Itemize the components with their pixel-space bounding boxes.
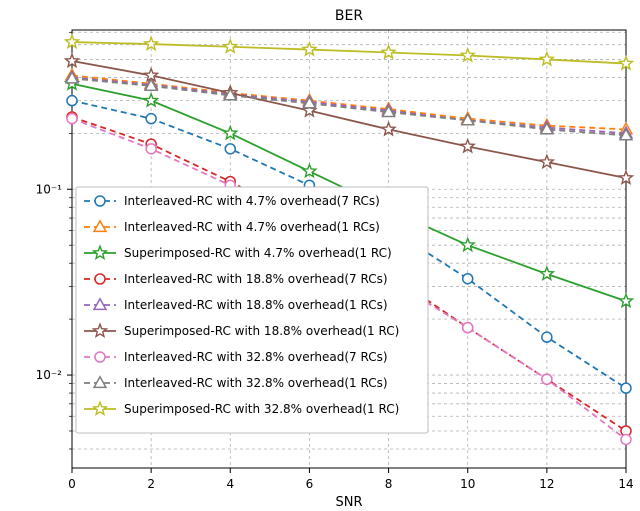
x-tick-label: 4 <box>226 477 234 491</box>
y-tick-label: 10⁻¹ <box>36 182 63 196</box>
legend-label: Superimposed-RC with 32.8% overhead(1 RC… <box>124 402 399 416</box>
x-axis-label: SNR <box>335 495 362 510</box>
x-tick-label: 6 <box>306 477 314 491</box>
legend-label: Interleaved-RC with 18.8% overhead(1 RCs… <box>124 298 388 312</box>
chart-title: BER <box>335 8 363 24</box>
x-tick-label: 8 <box>385 477 393 491</box>
legend: Interleaved-RC with 4.7% overhead(7 RCs)… <box>76 187 428 433</box>
y-tick-label: 10⁻² <box>36 368 63 382</box>
legend-label: Superimposed-RC with 18.8% overhead(1 RC… <box>124 324 399 338</box>
ber-chart: 0 2 4 6 8 10 12 14 10⁻² 10⁻¹ SNR BER Interleaved-RC … <box>0 0 640 511</box>
legend-label: Superimposed-RC with 4.7% overhead(1 RC) <box>124 246 392 260</box>
x-tick-label: 14 <box>618 477 633 491</box>
legend-label: Interleaved-RC with 18.8% overhead(7 RCs… <box>124 272 388 286</box>
legend-label: Interleaved-RC with 32.8% overhead(7 RCs… <box>124 350 388 364</box>
series <box>66 72 632 140</box>
series <box>66 35 633 69</box>
legend-label: Interleaved-RC with 32.8% overhead(1 RCs… <box>124 376 388 390</box>
x-tick-label: 0 <box>68 477 76 491</box>
x-tick-label: 2 <box>147 477 155 491</box>
chart-svg: 0 2 4 6 8 10 12 14 10⁻² 10⁻¹ SNR BER Interleaved-RC … <box>0 0 640 511</box>
x-tick-label: 12 <box>539 477 554 491</box>
x-tick-label: 10 <box>460 477 475 491</box>
legend-label: Interleaved-RC with 4.7% overhead(1 RCs) <box>124 220 380 234</box>
legend-label: Interleaved-RC with 4.7% overhead(7 RCs) <box>124 194 380 208</box>
